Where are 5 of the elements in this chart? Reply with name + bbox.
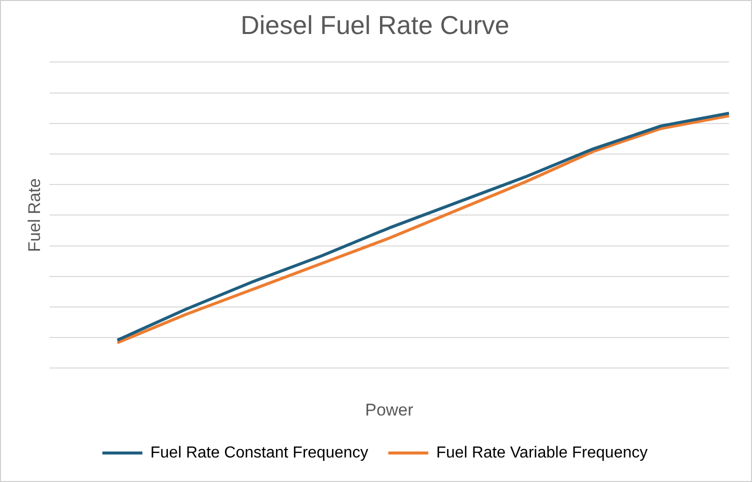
legend-label: Fuel Rate Variable Frequency xyxy=(436,444,648,462)
y-axis-title: Fuel Rate xyxy=(24,178,44,252)
chart-title: Diesel Fuel Rate Curve xyxy=(240,10,510,40)
x-axis-title: Power xyxy=(365,400,414,420)
legend-label: Fuel Rate Constant Frequency xyxy=(150,444,368,462)
